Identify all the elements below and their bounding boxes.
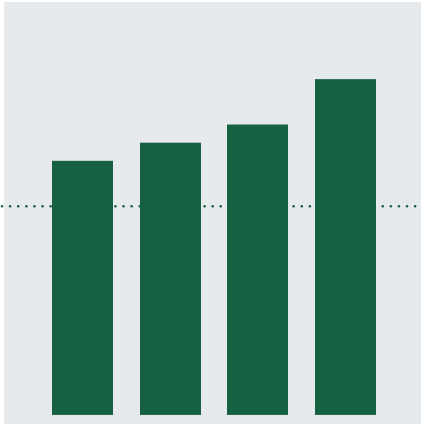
bar-2: [140, 142, 201, 415]
bar-1: [52, 160, 113, 415]
bar-3: [227, 124, 288, 415]
bars-group: [52, 79, 376, 415]
bar-4: [315, 79, 376, 415]
